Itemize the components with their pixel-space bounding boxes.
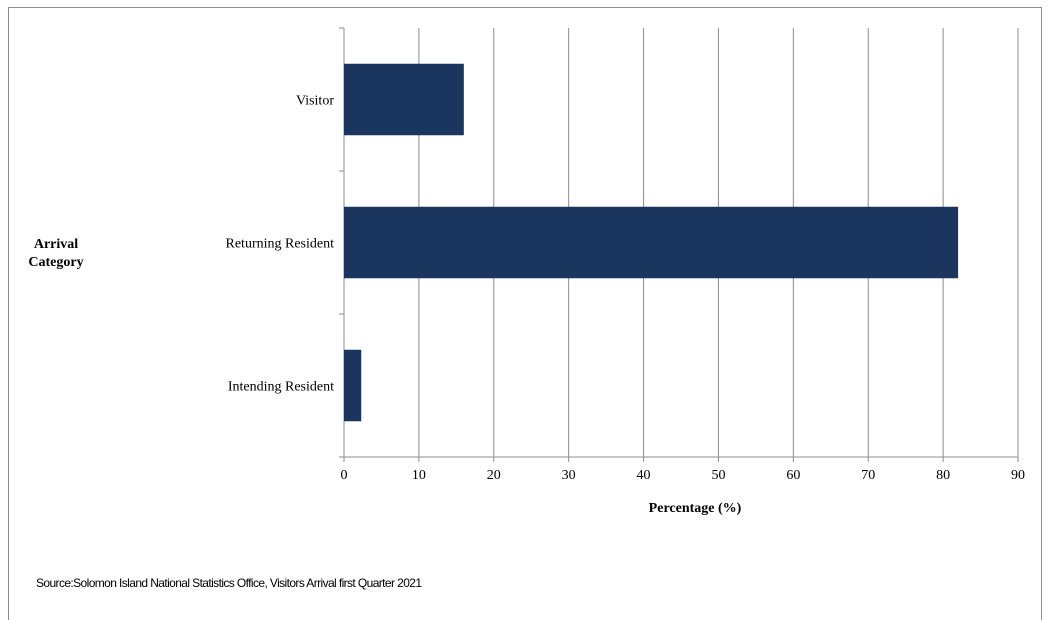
x-tick-label: 40 bbox=[637, 468, 651, 483]
x-tick-label: 90 bbox=[1011, 468, 1025, 483]
source-note: Source:Solomon Island National Statistic… bbox=[36, 576, 422, 590]
x-tick-label: 0 bbox=[341, 468, 348, 483]
y-tick-label: Visitor bbox=[296, 94, 334, 109]
x-tick-label: 70 bbox=[861, 468, 875, 483]
x-tick-label: 50 bbox=[711, 468, 725, 483]
y-axis-label: Arrival Category bbox=[28, 237, 84, 270]
y-tick-label: Returning Resident bbox=[226, 237, 335, 252]
x-tick-label: 20 bbox=[487, 468, 501, 483]
y-tick-label: Intending Resident bbox=[228, 380, 334, 395]
x-axis-title: Percentage (%) bbox=[649, 501, 742, 516]
chart-frame bbox=[8, 7, 1042, 620]
bar bbox=[344, 349, 362, 422]
x-tick-label: 30 bbox=[562, 468, 576, 483]
bar bbox=[344, 206, 959, 279]
bar bbox=[344, 63, 464, 136]
x-tick-label: 80 bbox=[936, 468, 950, 483]
x-tick-label: 60 bbox=[786, 468, 800, 483]
x-tick-label: 10 bbox=[412, 468, 426, 483]
